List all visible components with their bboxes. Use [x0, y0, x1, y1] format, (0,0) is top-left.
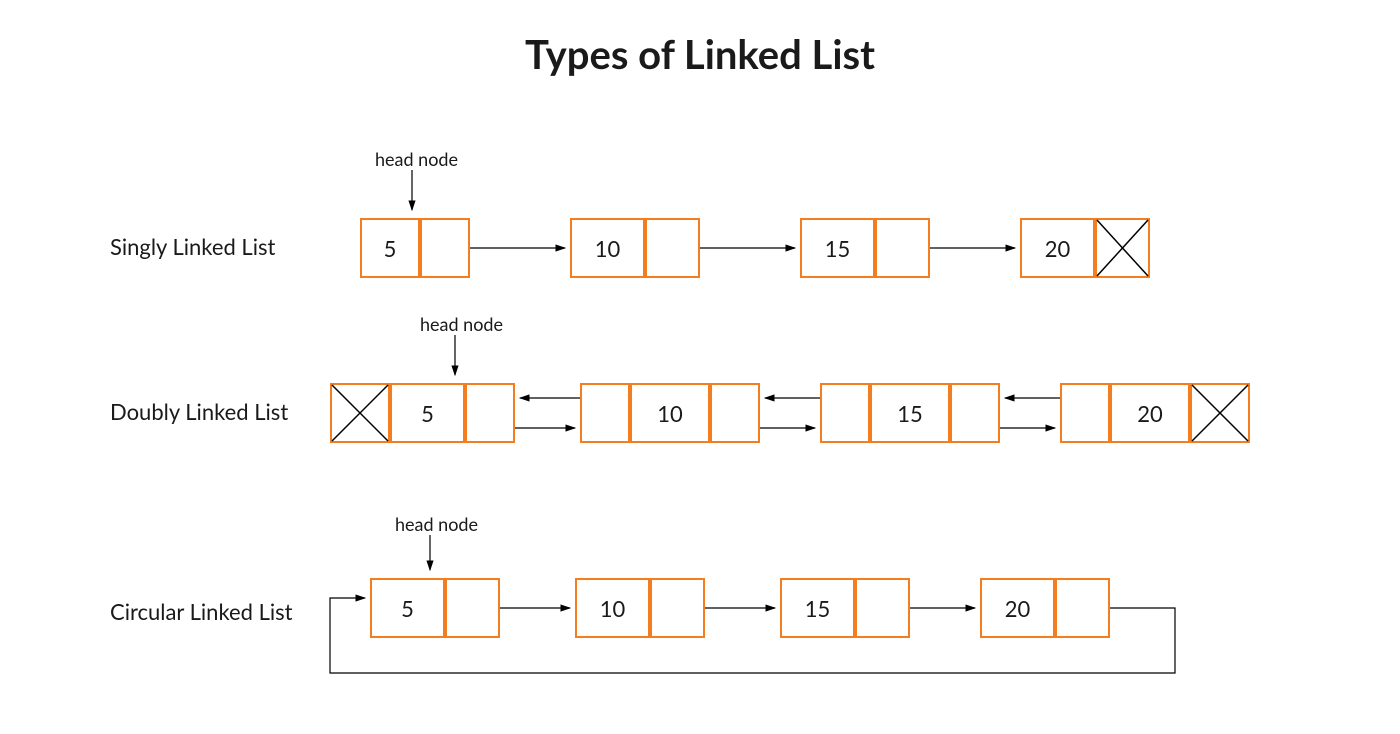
circular-node-3-data: 20 — [980, 578, 1055, 638]
doubly-node-0-prev — [330, 383, 390, 443]
doubly-node-2-prev — [820, 383, 870, 443]
singly-node-0-ptr — [420, 218, 470, 278]
singly-node-1-ptr — [645, 218, 700, 278]
head-label-doubly: head node — [420, 313, 503, 335]
circular-node-1-ptr — [650, 578, 705, 638]
doubly-node-3-data: 20 — [1110, 383, 1190, 443]
head-label-singly: head node — [375, 148, 458, 170]
page-title: Types of Linked List — [0, 0, 1400, 78]
circular-node-2-data: 15 — [780, 578, 855, 638]
singly-node-2-ptr — [875, 218, 930, 278]
doubly-node-2-ptr — [950, 383, 1000, 443]
doubly-node-1-ptr — [710, 383, 760, 443]
circular-node-0-ptr — [445, 578, 500, 638]
doubly-node-1-prev — [580, 383, 630, 443]
circular-node-0-data: 5 — [370, 578, 445, 638]
doubly-node-1-data: 10 — [630, 383, 710, 443]
singly-node-0-data: 5 — [360, 218, 420, 278]
doubly-node-0-ptr — [465, 383, 515, 443]
singly-node-3-ptr — [1095, 218, 1150, 278]
circular-node-1-data: 10 — [575, 578, 650, 638]
label-circular: Circular Linked List — [110, 598, 293, 625]
doubly-node-3-prev — [1060, 383, 1110, 443]
diagram-stage: Singly Linked List Doubly Linked List Ci… — [0, 78, 1400, 718]
doubly-node-3-ptr — [1190, 383, 1250, 443]
head-label-circular: head node — [395, 513, 478, 535]
circular-node-2-ptr — [855, 578, 910, 638]
singly-node-1-data: 10 — [570, 218, 645, 278]
doubly-node-0-data: 5 — [390, 383, 465, 443]
doubly-node-2-data: 15 — [870, 383, 950, 443]
label-singly: Singly Linked List — [110, 233, 275, 260]
label-doubly: Doubly Linked List — [110, 398, 288, 425]
singly-node-3-data: 20 — [1020, 218, 1095, 278]
circular-node-3-ptr — [1055, 578, 1110, 638]
singly-node-2-data: 15 — [800, 218, 875, 278]
